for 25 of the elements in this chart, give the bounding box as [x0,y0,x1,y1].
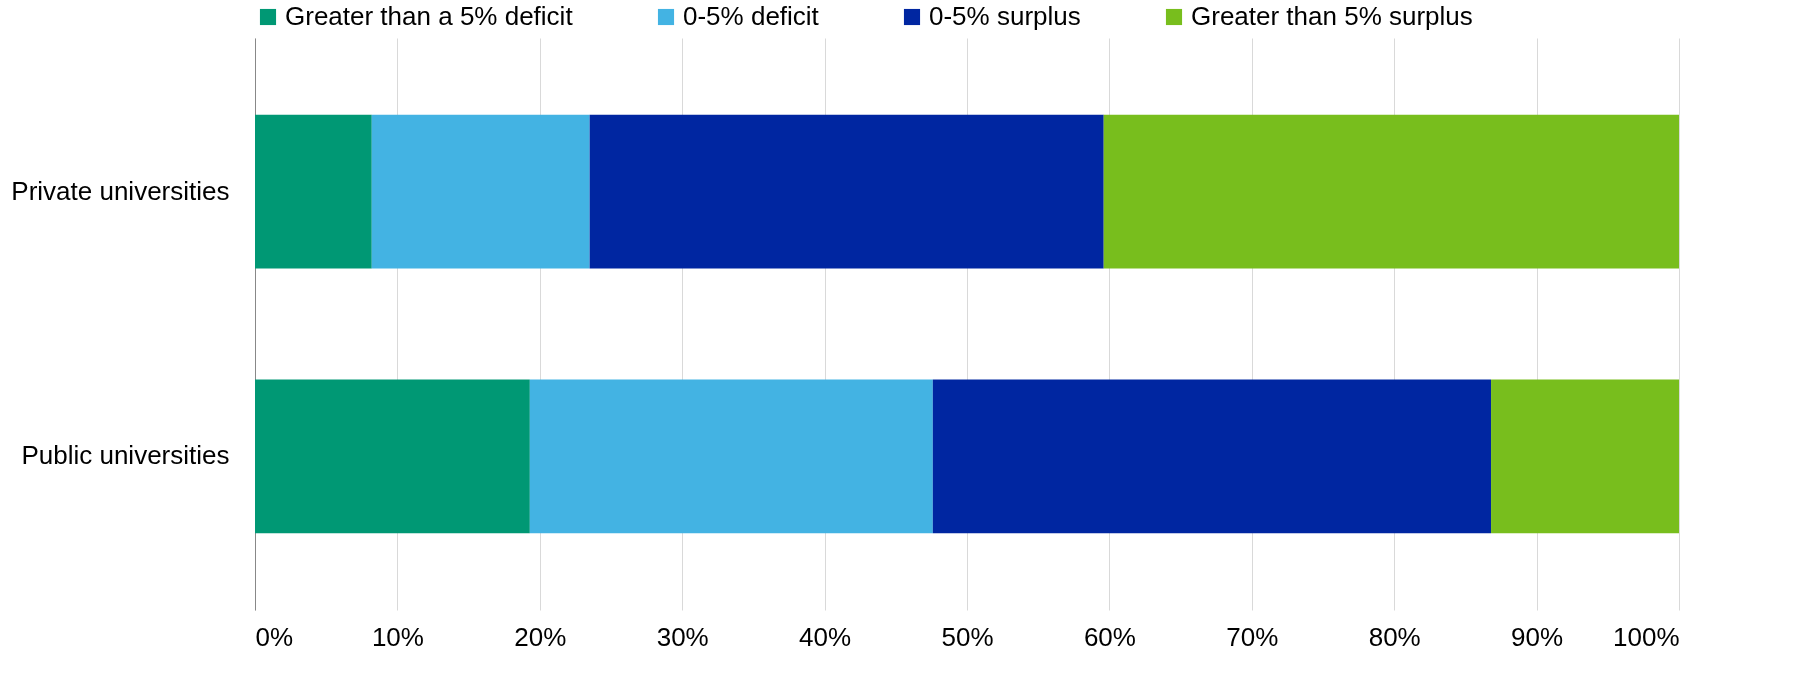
y-tick-label: Public universities [21,440,230,471]
x-tick-label: 40% [799,621,852,652]
x-tick-label: 90% [1511,621,1564,652]
bar [255,114,372,269]
legend-label: 0-5% deficit [683,1,820,31]
x-tick-label: 100% [1613,621,1680,652]
legend-label: Greater than a 5% deficit [285,1,574,31]
legend-label: 0-5% surplus [929,1,1081,31]
x-tick-label: 30% [656,621,709,652]
x-tick-label: 60% [1083,621,1136,652]
bar [1103,114,1679,269]
x-tick-label: 80% [1368,621,1421,652]
bar [932,379,1492,534]
y-tick-label: Private universities [11,175,230,206]
x-tick-label: 70% [1226,621,1279,652]
bar [371,114,590,269]
bar [589,114,1104,269]
bar [255,379,530,534]
bar [529,379,933,534]
x-tick-label: 20% [514,621,567,652]
x-tick-label: 0% [255,621,294,652]
x-tick-label: 50% [941,621,994,652]
x-tick-label: 10% [371,621,424,652]
legend-label: Greater than 5% surplus [1191,1,1473,31]
bar [1491,379,1679,534]
